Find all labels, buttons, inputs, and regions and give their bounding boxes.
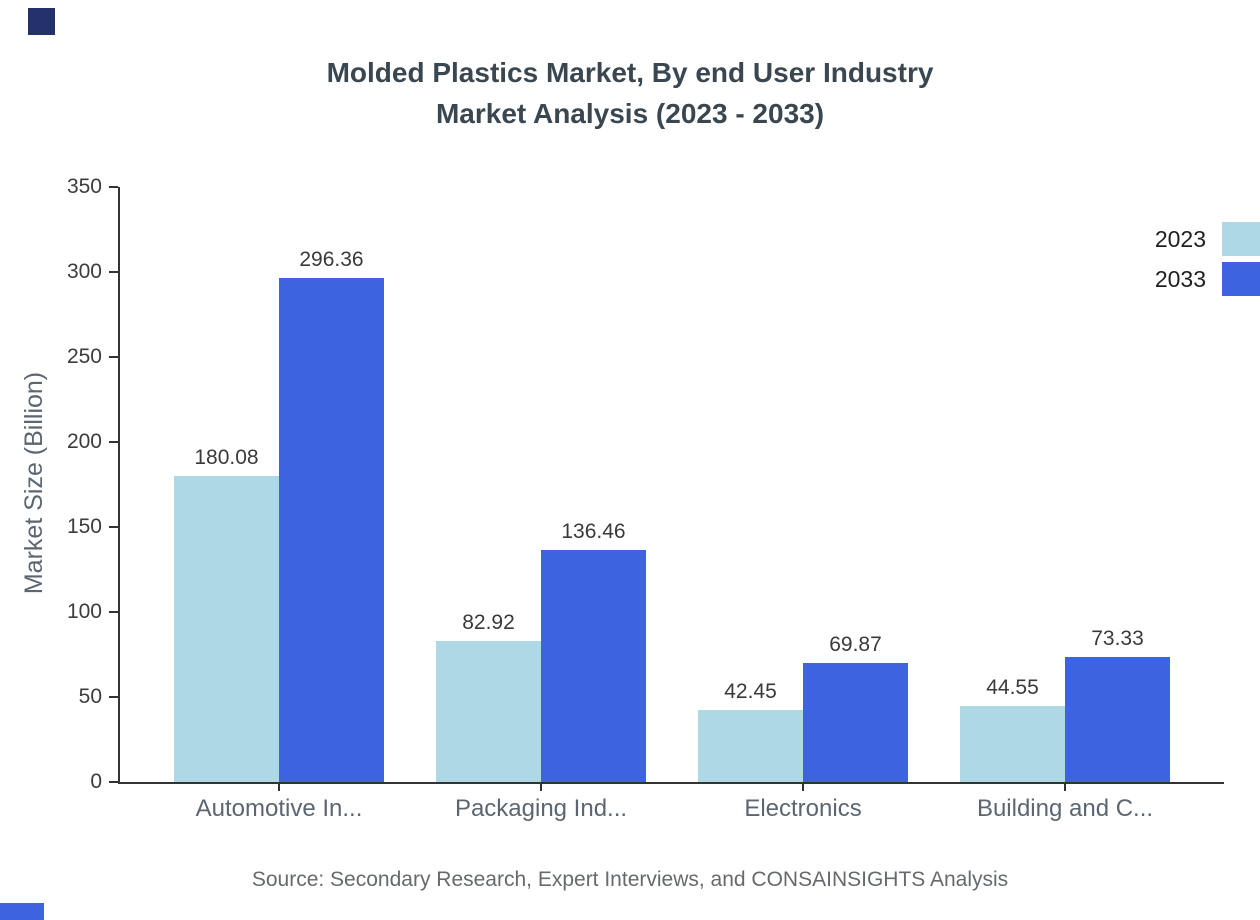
x-tick-mark [802, 782, 804, 791]
bar-value-label: 296.36 [299, 248, 364, 272]
x-axis-category-label: Electronics [744, 795, 862, 822]
y-tick-mark [109, 611, 118, 613]
y-tick-label: 100 [66, 600, 102, 623]
legend-swatch [1222, 222, 1260, 256]
y-axis-title: Market Size (Billion) [20, 371, 48, 595]
y-tick-label: 250 [66, 345, 102, 368]
x-tick-mark [278, 782, 280, 791]
chart-title: Molded Plastics Market, By end User Indu… [0, 52, 1260, 134]
bar-2023-3 [698, 709, 803, 782]
x-axis-category-label: Packaging Ind... [454, 795, 628, 822]
bar-value-label: 136.46 [561, 520, 626, 544]
x-axis-category-label: Automotive In... [195, 795, 363, 822]
bar-value-label: 73.33 [1091, 627, 1144, 651]
bar-2023-2 [436, 641, 541, 782]
x-axis-category-label: Building and C... [976, 795, 1154, 822]
legend-label: 2023 [1154, 225, 1206, 252]
y-tick-label: 50 [78, 685, 102, 708]
y-tick-label: 300 [66, 260, 102, 283]
top-left-brand-square [28, 8, 55, 35]
bar-value-label: 82.92 [462, 611, 515, 635]
bar-value-label: 44.55 [986, 676, 1039, 700]
source-note: Source: Secondary Research, Expert Inter… [251, 868, 1009, 891]
bar-2023-1 [174, 475, 279, 782]
y-tick-mark [109, 526, 118, 528]
bar-2033-3 [803, 663, 908, 782]
legend: 2023 2033 [1155, 222, 1260, 296]
y-tick-label: 200 [66, 430, 102, 453]
bar-value-label: 69.87 [829, 633, 882, 657]
bar-2023-4 [960, 706, 1065, 782]
y-tick-label: 150 [66, 515, 102, 538]
y-tick-label: 350 [66, 175, 102, 198]
legend-swatch [1222, 262, 1260, 296]
y-tick-mark [109, 696, 118, 698]
legend-item-2023: 2023 [1155, 222, 1260, 256]
x-tick-mark [540, 782, 542, 791]
chart-title-line1: Molded Plastics Market, By end User Indu… [326, 57, 934, 88]
bar-2033-1 [279, 278, 384, 782]
bar-value-label: 42.45 [724, 679, 777, 703]
legend-label: 2033 [1154, 265, 1206, 292]
bar-2033-4 [1065, 657, 1170, 782]
bar-2033-2 [541, 550, 646, 782]
legend-item-2033: 2033 [1155, 262, 1260, 296]
x-tick-mark [1064, 782, 1066, 791]
y-tick-mark [109, 356, 118, 358]
bar-value-label: 180.08 [194, 445, 259, 469]
y-tick-mark [109, 441, 118, 443]
plot-area: 0 50 100 150 200 250 300 350 180.08 296.36 Automot… [67, 175, 1224, 822]
y-tick-label: 0 [90, 770, 102, 793]
y-tick-mark [109, 186, 118, 188]
chart-title-line2: Market Analysis (2023 - 2033) [435, 98, 825, 129]
bottom-left-brand-bar [0, 903, 44, 920]
y-tick-mark [109, 271, 118, 273]
y-tick-mark [109, 781, 118, 783]
